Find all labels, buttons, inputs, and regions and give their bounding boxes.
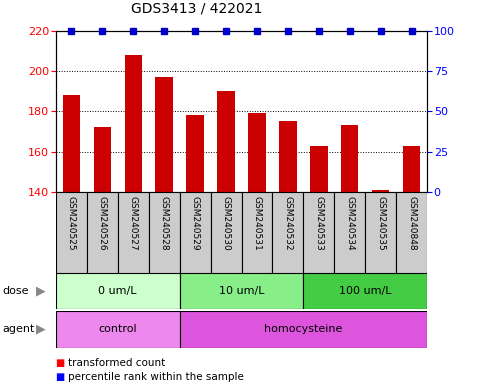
- Text: GSM240535: GSM240535: [376, 196, 385, 251]
- Bar: [117, 192, 149, 273]
- Text: control: control: [98, 324, 137, 334]
- Text: ▶: ▶: [36, 285, 46, 297]
- Bar: [180, 273, 303, 309]
- Bar: [397, 192, 427, 273]
- Bar: [272, 192, 303, 273]
- Bar: [180, 192, 211, 273]
- Text: GSM240528: GSM240528: [159, 196, 169, 251]
- Bar: [372, 190, 389, 384]
- Bar: [403, 146, 421, 384]
- Text: 100 um/L: 100 um/L: [339, 286, 392, 296]
- Text: 10 um/L: 10 um/L: [219, 286, 264, 296]
- Text: GSM240527: GSM240527: [128, 196, 138, 251]
- Bar: [303, 192, 334, 273]
- Bar: [280, 121, 297, 384]
- Bar: [94, 127, 111, 384]
- Text: GSM240526: GSM240526: [98, 196, 107, 251]
- Text: percentile rank within the sample: percentile rank within the sample: [68, 372, 243, 382]
- Text: homocysteine: homocysteine: [264, 324, 342, 334]
- Bar: [248, 113, 266, 384]
- Text: GSM240534: GSM240534: [345, 196, 355, 251]
- Text: dose: dose: [2, 286, 29, 296]
- Bar: [125, 55, 142, 384]
- Text: 0 um/L: 0 um/L: [98, 286, 137, 296]
- Bar: [366, 192, 397, 273]
- Text: GSM240848: GSM240848: [408, 196, 416, 251]
- Bar: [56, 311, 180, 348]
- Bar: [149, 192, 180, 273]
- Text: GSM240531: GSM240531: [253, 196, 261, 251]
- Bar: [156, 77, 172, 384]
- Bar: [341, 126, 358, 384]
- Bar: [217, 91, 235, 384]
- Bar: [56, 192, 86, 273]
- Text: ■: ■: [56, 372, 65, 382]
- Text: GSM240533: GSM240533: [314, 196, 324, 251]
- Text: ■: ■: [56, 358, 65, 368]
- Bar: [303, 273, 427, 309]
- Bar: [62, 95, 80, 384]
- Text: GSM240529: GSM240529: [190, 196, 199, 251]
- Bar: [186, 116, 203, 384]
- Text: ▶: ▶: [36, 323, 46, 336]
- Text: GDS3413 / 422021: GDS3413 / 422021: [131, 2, 263, 15]
- Text: GSM240530: GSM240530: [222, 196, 230, 251]
- Text: GSM240525: GSM240525: [67, 196, 75, 251]
- Bar: [86, 192, 117, 273]
- Bar: [311, 146, 327, 384]
- Text: GSM240532: GSM240532: [284, 196, 293, 251]
- Bar: [211, 192, 242, 273]
- Text: transformed count: transformed count: [68, 358, 165, 368]
- Bar: [180, 311, 427, 348]
- Text: agent: agent: [2, 324, 35, 334]
- Bar: [242, 192, 272, 273]
- Bar: [56, 273, 180, 309]
- Bar: [334, 192, 366, 273]
